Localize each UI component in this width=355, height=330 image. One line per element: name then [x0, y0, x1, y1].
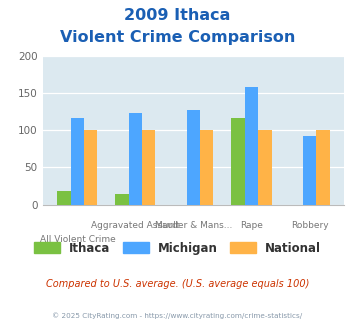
Text: All Violent Crime: All Violent Crime [39, 235, 115, 244]
Text: Violent Crime Comparison: Violent Crime Comparison [60, 30, 295, 45]
Bar [84, 130, 97, 205]
Text: 2009 Ithaca: 2009 Ithaca [124, 8, 231, 23]
Text: Aggravated Assault: Aggravated Assault [91, 221, 180, 230]
Text: Murder & Mans...: Murder & Mans... [155, 221, 232, 230]
Bar [115, 194, 129, 205]
Bar [258, 130, 272, 205]
Bar [200, 130, 213, 205]
Text: © 2025 CityRating.com - https://www.cityrating.com/crime-statistics/: © 2025 CityRating.com - https://www.city… [53, 312, 302, 318]
Bar [316, 130, 329, 205]
Bar [71, 118, 84, 205]
Bar [245, 87, 258, 205]
Bar [58, 191, 71, 205]
Text: Compared to U.S. average. (U.S. average equals 100): Compared to U.S. average. (U.S. average … [46, 279, 309, 289]
Text: Rape: Rape [240, 221, 263, 230]
Text: Robbery: Robbery [291, 221, 328, 230]
Bar [187, 110, 200, 205]
Bar [129, 113, 142, 205]
Legend: Ithaca, Michigan, National: Ithaca, Michigan, National [29, 237, 326, 259]
Bar [303, 136, 316, 205]
Bar [231, 118, 245, 205]
Bar [142, 130, 155, 205]
